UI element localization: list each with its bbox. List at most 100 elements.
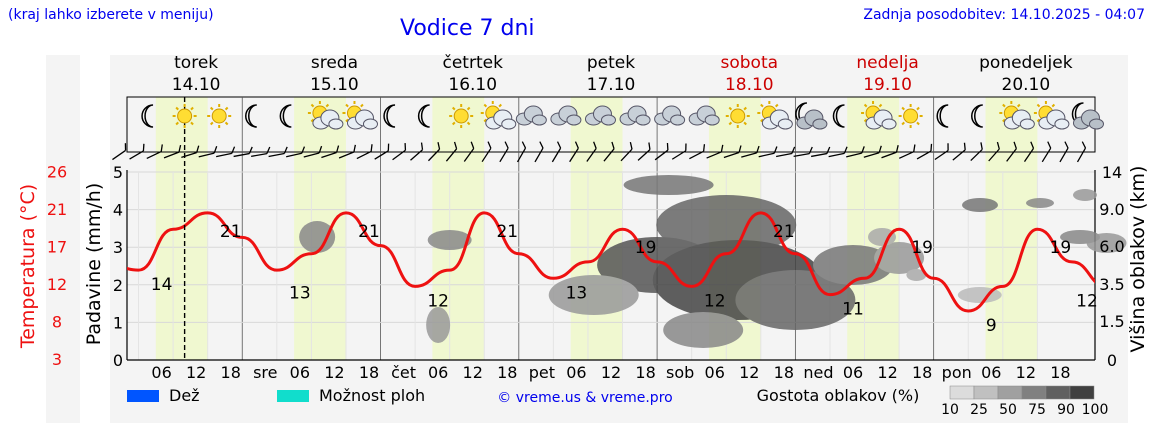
sun-disc (211, 108, 227, 124)
wind-barb (671, 143, 687, 160)
x-tick-label: 12 (186, 363, 206, 382)
day-date: 16.10 (448, 75, 497, 95)
sun-ray (345, 118, 349, 123)
cloud-blob (427, 230, 472, 250)
sun-cloud-icon (757, 101, 793, 130)
cloud-blob (1026, 198, 1054, 208)
wind-shaft (1006, 148, 1017, 162)
region-hint[interactable]: (kraj lahko izberete v meniju) (8, 7, 214, 23)
wind-shaft (321, 151, 337, 159)
wind-shaft (671, 150, 687, 160)
wind-shaft (654, 149, 669, 161)
wind-flag (283, 146, 288, 154)
wind-barb (303, 145, 323, 158)
wind-flag (318, 145, 323, 154)
sun-ray (209, 121, 214, 126)
x-tick-label: ned (803, 363, 833, 382)
density-tick-label: 50 (999, 402, 1017, 418)
wind-flag (738, 145, 742, 153)
day-name: torek (174, 53, 218, 73)
x-tick-label: 06 (843, 363, 863, 382)
day-date: 18.10 (725, 75, 774, 95)
wind-barb (637, 142, 651, 161)
moon-cloud-icon (795, 102, 828, 130)
density-swatch (997, 385, 1023, 400)
density-swatch (949, 385, 975, 400)
moon-icon (279, 104, 292, 128)
day-date: 14.10 (172, 75, 221, 95)
wind-shaft (846, 152, 862, 158)
sun-ray (728, 106, 733, 111)
cloud-icon (515, 105, 547, 126)
wind-shaft (198, 152, 215, 158)
wind-barb (569, 141, 579, 163)
cloud-puff (362, 118, 378, 130)
temperature-extreme-label: 21 (773, 222, 795, 242)
sun-cloud-icon (480, 101, 517, 130)
temperature-tick-label: 8 (52, 313, 62, 332)
sun-ray (1036, 103, 1041, 108)
wind-barb (129, 143, 145, 160)
cloud-icon (619, 105, 651, 126)
wind-flag (685, 143, 687, 151)
wind-flag (702, 144, 706, 152)
wind-flag (808, 146, 813, 154)
temperature-extreme-label: 13 (289, 283, 311, 303)
wind-flag (843, 146, 848, 154)
wind-shaft (481, 147, 492, 163)
moon-icon (936, 104, 949, 128)
cloud-density (299, 175, 1127, 348)
density-swatch (1045, 385, 1071, 400)
wind-barb (251, 146, 271, 158)
x-tick-label: sob (666, 363, 694, 382)
wind-shaft (723, 151, 740, 159)
wind-flag (593, 141, 597, 149)
wind-shaft (129, 150, 144, 160)
x-tick-label: pet (529, 363, 555, 382)
sun-cloud-icon (1033, 101, 1070, 130)
sun-cloud-icon (861, 101, 897, 130)
wind-shaft (499, 147, 509, 163)
moon-shape (832, 104, 845, 128)
cloud-icon (654, 105, 686, 126)
moon-shape (141, 104, 154, 128)
wind-barb (863, 145, 882, 158)
wind-flag (773, 146, 778, 154)
x-tick-label: 18 (1050, 363, 1070, 382)
cloud-puff (600, 114, 616, 126)
moon-shape (245, 104, 257, 128)
cloud-puff (777, 118, 793, 130)
wind-barb (286, 146, 306, 158)
wind-barb (988, 141, 1000, 162)
temperature-extreme-label: 21 (496, 222, 518, 242)
sun-ray (466, 121, 471, 126)
wind-barb (723, 145, 742, 159)
temperature-extreme-label: 12 (427, 291, 449, 311)
temperature-tick-label: 21 (47, 200, 67, 219)
day-name: sobota (721, 53, 779, 73)
wind-barb (551, 141, 562, 163)
cloud-puff (812, 118, 828, 130)
wind-flag (1030, 141, 1035, 149)
last-update: Zadnja posodobitev: 14.10.2025 - 04:07 (863, 7, 1145, 23)
temperature-line (127, 211, 1095, 313)
wind-flag (521, 141, 527, 149)
daylight-band (570, 97, 623, 360)
cloud-blob (868, 228, 896, 246)
cloud-blob (735, 270, 856, 330)
wind-shaft (569, 147, 579, 163)
cloud-puff (670, 114, 686, 126)
cloud-puff (1019, 118, 1035, 130)
wind-shaft (163, 151, 180, 159)
sun-ray (466, 106, 471, 111)
density-tick-label: 25 (970, 402, 988, 418)
wind-shaft (427, 148, 441, 162)
temperature-extreme-label: 13 (566, 283, 588, 303)
x-tick-label: pon (942, 363, 972, 382)
cloud-blob (656, 195, 797, 255)
wind-flag (826, 146, 831, 154)
sun-ray (224, 106, 229, 111)
wind-barb (427, 142, 441, 162)
cloud-blob (874, 242, 925, 274)
wind-barb (1006, 141, 1017, 162)
